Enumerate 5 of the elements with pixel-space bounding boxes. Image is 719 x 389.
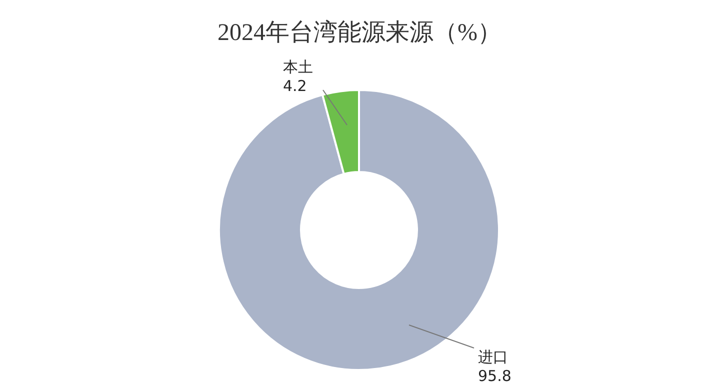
data-label: 4.2 <box>283 77 307 95</box>
slice-label: 本土 <box>283 58 313 76</box>
slice-label: 进口 <box>478 348 508 366</box>
chart-title: 2024年台湾能源来源（%） <box>218 19 502 46</box>
data-label: 95.8 <box>478 367 512 385</box>
